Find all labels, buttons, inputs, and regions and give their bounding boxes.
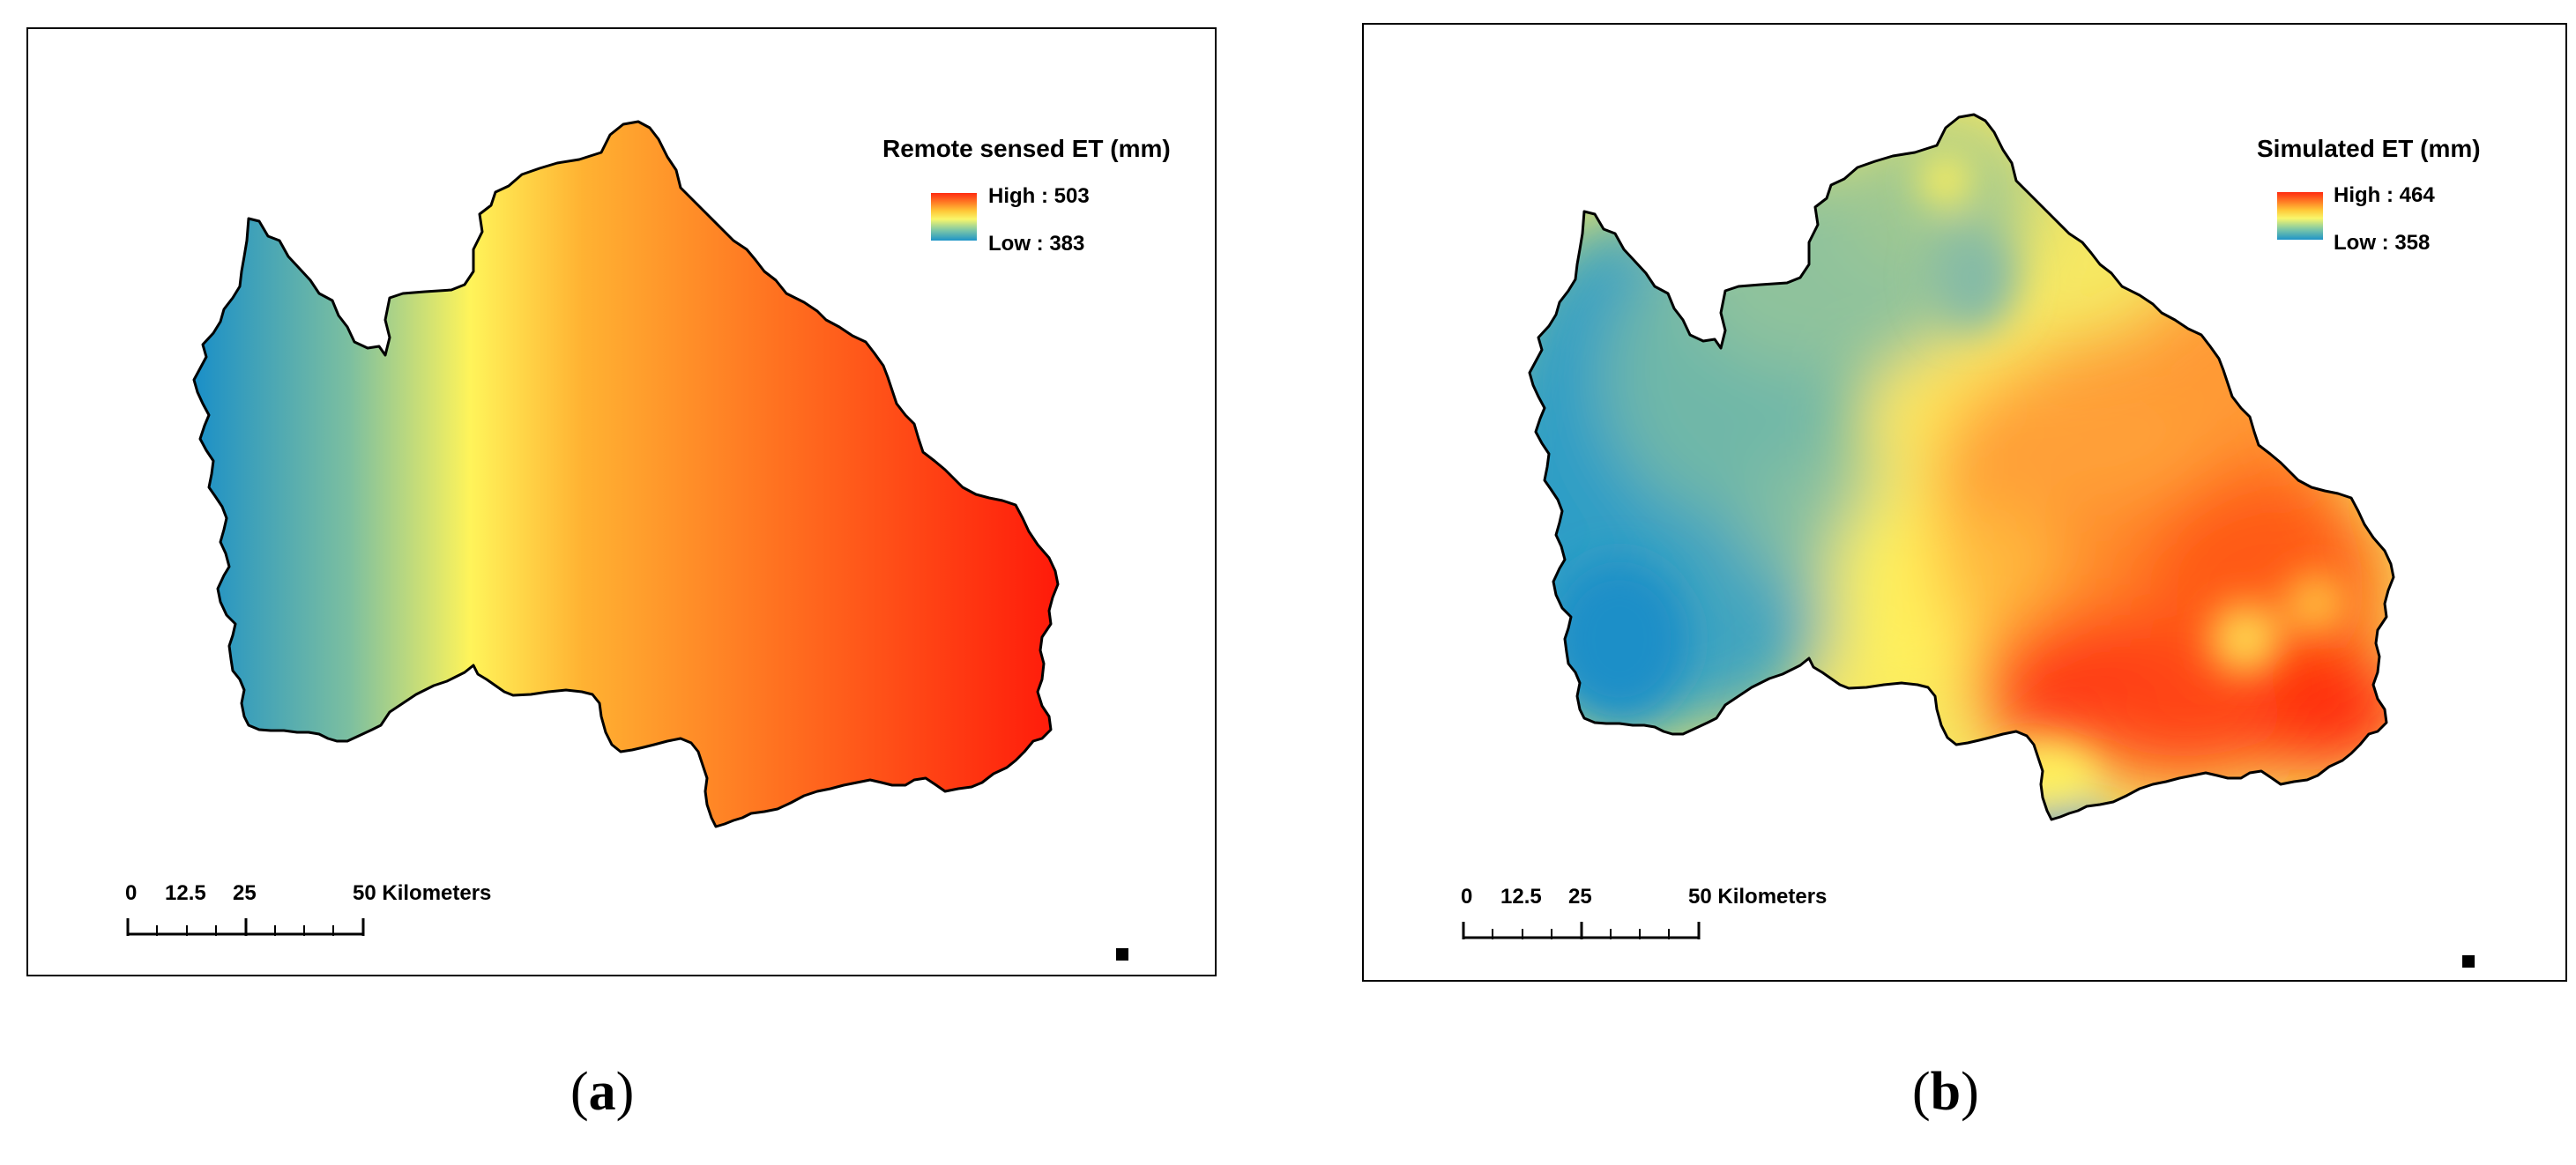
scale-label-12-5: 12.5 bbox=[165, 881, 206, 905]
scale-label-0: 0 bbox=[125, 881, 138, 905]
caption-a-close: ) bbox=[615, 1062, 635, 1122]
caption-b-close: ) bbox=[1961, 1062, 1979, 1122]
scale-label-12-5: 12.5 bbox=[1500, 885, 1542, 909]
color-ramp bbox=[2277, 192, 2323, 240]
remote-sensed-et-map bbox=[192, 120, 1060, 828]
scale-label-50: 50 Kilometers bbox=[1688, 885, 1828, 909]
north-marker bbox=[1116, 948, 1128, 961]
scale-label-50: 50 Kilometers bbox=[353, 881, 492, 905]
legend-title: Remote sensed ET (mm) bbox=[882, 135, 1171, 162]
caption-b-letter: b bbox=[1930, 1062, 1962, 1122]
map-panel-a: Remote sensed ET (mm) High : 503 Low : 3… bbox=[26, 27, 1217, 976]
scale-label-25: 25 bbox=[1568, 885, 1592, 909]
scale-label-0: 0 bbox=[1461, 885, 1473, 909]
caption-b: (b) bbox=[1912, 1061, 1979, 1124]
legend-low-label: Low : 383 bbox=[988, 232, 1085, 256]
simulated-et-map bbox=[1528, 113, 2395, 821]
map-panel-b: Simulated ET (mm) High : 464 Low : 358 0… bbox=[1362, 23, 2567, 982]
legend-title: Simulated ET (mm) bbox=[2257, 135, 2481, 162]
scale-label-25: 25 bbox=[233, 881, 257, 905]
legend-high-label: High : 464 bbox=[2334, 183, 2435, 207]
scale-bar bbox=[126, 918, 365, 936]
caption-a: (a) bbox=[570, 1061, 634, 1124]
legend-low-label: Low : 358 bbox=[2334, 231, 2431, 255]
north-marker bbox=[2462, 955, 2475, 968]
scale-bar bbox=[1462, 922, 1701, 939]
legend-high-label: High : 503 bbox=[988, 184, 1090, 208]
caption-a-letter: a bbox=[588, 1062, 616, 1122]
watershed-boundary-a bbox=[192, 120, 1060, 828]
caption-a-open: ( bbox=[570, 1062, 589, 1122]
color-ramp bbox=[931, 193, 977, 241]
caption-b-open: ( bbox=[1912, 1062, 1931, 1122]
